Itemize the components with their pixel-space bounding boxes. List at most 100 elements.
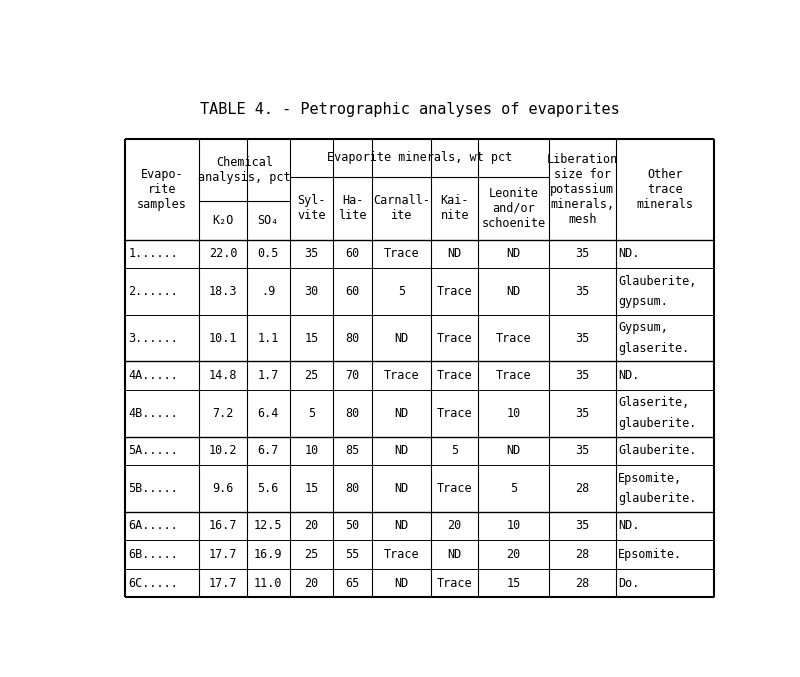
Text: Do.: Do. <box>618 577 639 590</box>
Text: 5: 5 <box>308 407 315 420</box>
Text: 15: 15 <box>304 332 318 345</box>
Text: ND: ND <box>394 482 409 495</box>
Text: 5.6: 5.6 <box>258 482 279 495</box>
Text: ND.: ND. <box>618 247 639 260</box>
Text: Syl-
vite: Syl- vite <box>297 194 326 222</box>
Text: 10.2: 10.2 <box>209 444 238 457</box>
Text: Trace: Trace <box>496 332 531 345</box>
Text: Evapo-
rite
samples: Evapo- rite samples <box>137 167 187 211</box>
Text: 9.6: 9.6 <box>212 482 234 495</box>
Text: 60: 60 <box>346 247 360 260</box>
Text: 80: 80 <box>346 332 360 345</box>
Text: ND: ND <box>447 548 462 561</box>
Text: 16.9: 16.9 <box>254 548 282 561</box>
Text: 10: 10 <box>304 444 318 457</box>
Text: Epsomite,: Epsomite, <box>618 472 682 485</box>
Text: Chemical
analysis, pct: Chemical analysis, pct <box>198 156 291 184</box>
Text: 12.5: 12.5 <box>254 519 282 533</box>
Text: ND: ND <box>447 247 462 260</box>
Text: Trace: Trace <box>437 577 473 590</box>
Text: 5: 5 <box>398 285 405 298</box>
Text: 28: 28 <box>575 577 590 590</box>
Text: 50: 50 <box>346 519 360 533</box>
Text: Trace: Trace <box>437 369 473 382</box>
Text: 85: 85 <box>346 444 360 457</box>
Text: 28: 28 <box>575 548 590 561</box>
Text: 7.2: 7.2 <box>212 407 234 420</box>
Text: glauberite.: glauberite. <box>618 492 697 505</box>
Text: 25: 25 <box>304 548 318 561</box>
Text: 35: 35 <box>575 407 590 420</box>
Text: Trace: Trace <box>437 407 473 420</box>
Text: Trace: Trace <box>384 369 419 382</box>
Text: 15: 15 <box>506 577 521 590</box>
Text: 14.8: 14.8 <box>209 369 238 382</box>
Text: TABLE 4. - Petrographic analyses of evaporites: TABLE 4. - Petrographic analyses of evap… <box>200 102 620 117</box>
Text: 5B.....: 5B..... <box>129 482 178 495</box>
Text: 17.7: 17.7 <box>209 548 238 561</box>
Text: Trace: Trace <box>437 285 473 298</box>
Text: 6.4: 6.4 <box>258 407 279 420</box>
Text: Glaserite,: Glaserite, <box>618 397 690 410</box>
Text: .9: .9 <box>261 285 275 298</box>
Text: 20: 20 <box>304 519 318 533</box>
Text: 1.1: 1.1 <box>258 332 279 345</box>
Text: Carnall-
ite: Carnall- ite <box>373 194 430 222</box>
Text: K₂O: K₂O <box>212 214 234 227</box>
Text: 6A.....: 6A..... <box>129 519 178 533</box>
Text: 60: 60 <box>346 285 360 298</box>
Text: 10.1: 10.1 <box>209 332 238 345</box>
Text: Glauberite,: Glauberite, <box>618 275 697 288</box>
Text: 6C.....: 6C..... <box>129 577 178 590</box>
Text: 10: 10 <box>506 519 521 533</box>
Text: 3......: 3...... <box>129 332 178 345</box>
Text: 65: 65 <box>346 577 360 590</box>
Text: Ha-
lite: Ha- lite <box>338 194 366 222</box>
Text: Epsomite.: Epsomite. <box>618 548 682 561</box>
Text: 80: 80 <box>346 482 360 495</box>
Text: ND.: ND. <box>618 369 639 382</box>
Text: Trace: Trace <box>437 332 473 345</box>
Text: ND: ND <box>506 285 521 298</box>
Text: 18.3: 18.3 <box>209 285 238 298</box>
Text: 5: 5 <box>451 444 458 457</box>
Text: 80: 80 <box>346 407 360 420</box>
Text: Gypsum,: Gypsum, <box>618 322 668 334</box>
Text: ND: ND <box>394 332 409 345</box>
Text: 35: 35 <box>575 332 590 345</box>
Text: Trace: Trace <box>384 247 419 260</box>
Text: gypsum.: gypsum. <box>618 295 668 308</box>
Text: SO₄: SO₄ <box>258 214 279 227</box>
Text: 17.7: 17.7 <box>209 577 238 590</box>
Text: 20: 20 <box>506 548 521 561</box>
Text: Leonite
and/or
schoenite: Leonite and/or schoenite <box>482 187 546 230</box>
Text: 5A.....: 5A..... <box>129 444 178 457</box>
Text: ND: ND <box>506 247 521 260</box>
Text: Trace: Trace <box>437 482 473 495</box>
Text: ND.: ND. <box>618 519 639 533</box>
Text: Other
trace
minerals: Other trace minerals <box>636 167 694 211</box>
Text: 15: 15 <box>304 482 318 495</box>
Text: ND: ND <box>394 444 409 457</box>
Text: Evaporite minerals, wt pct: Evaporite minerals, wt pct <box>326 151 512 165</box>
Text: 20: 20 <box>304 577 318 590</box>
Text: 11.0: 11.0 <box>254 577 282 590</box>
Text: 30: 30 <box>304 285 318 298</box>
Text: 16.7: 16.7 <box>209 519 238 533</box>
Text: 22.0: 22.0 <box>209 247 238 260</box>
Text: 35: 35 <box>575 285 590 298</box>
Text: 6B.....: 6B..... <box>129 548 178 561</box>
Text: 35: 35 <box>575 247 590 260</box>
Text: 35: 35 <box>304 247 318 260</box>
Text: 70: 70 <box>346 369 360 382</box>
Text: Liberation
size for
potassium
minerals,
mesh: Liberation size for potassium minerals, … <box>546 152 618 225</box>
Text: 4A.....: 4A..... <box>129 369 178 382</box>
Text: 20: 20 <box>447 519 462 533</box>
Text: 25: 25 <box>304 369 318 382</box>
Text: ND: ND <box>394 407 409 420</box>
Text: 4B.....: 4B..... <box>129 407 178 420</box>
Text: glauberite.: glauberite. <box>618 417 697 430</box>
Text: 28: 28 <box>575 482 590 495</box>
Text: ND: ND <box>394 577 409 590</box>
Text: 1.7: 1.7 <box>258 369 279 382</box>
